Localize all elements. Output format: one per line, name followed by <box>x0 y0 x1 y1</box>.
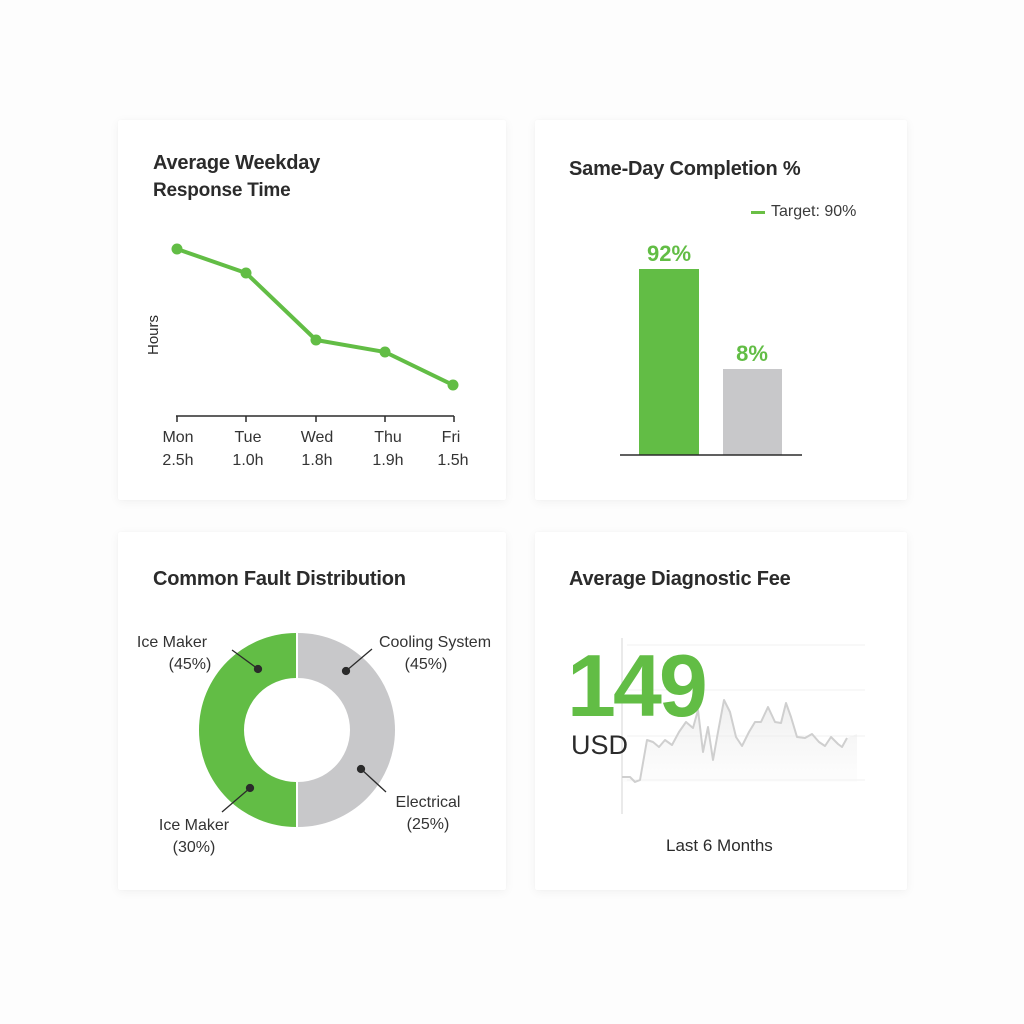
completion-card: Same-Day Completion % Target: 90% 92% 8% <box>535 120 907 500</box>
fee-title: Average Diagnostic Fee <box>569 568 791 590</box>
label-ice-maker-name: Ice Maker <box>137 634 208 651</box>
bar-label-completed: 92% <box>647 241 691 266</box>
legend-swatch <box>751 210 765 214</box>
tick-day: Thu <box>374 429 402 446</box>
bar-label-not-completed: 8% <box>736 341 768 366</box>
tick-value: 2.5h <box>162 452 193 469</box>
response-time-line-chart: Hours Mon Tue Wed Thu Fri 2.5h 1.0h 1.8h <box>145 243 469 469</box>
legend-label: Target: 90% <box>771 203 857 220</box>
label-cooling-name: Cooling System <box>379 634 491 651</box>
response-time-card: Average Weekday Response Time Hours Mon … <box>118 120 506 500</box>
faults-title: Common Fault Distribution <box>153 568 406 590</box>
donut-segment-ice-maker[interactable] <box>199 633 296 827</box>
title-line-2: Response Time <box>153 180 291 201</box>
bar-not-completed[interactable] <box>723 369 782 455</box>
tick-day: Wed <box>301 429 334 446</box>
tick-value: 1.5h <box>437 452 468 469</box>
completion-bar-chart: 92% 8% <box>620 241 802 456</box>
tick-day: Tue <box>235 429 262 446</box>
leader-lines <box>221 648 387 813</box>
label-ice-maker-pct: (45%) <box>169 656 212 673</box>
response-time-title: Average Weekday Response Time <box>153 150 320 204</box>
y-axis-label: Hours <box>145 315 162 355</box>
point-wed[interactable] <box>310 334 322 346</box>
fee-caption: Last 6 Months <box>666 836 773 855</box>
tick-value: 1.8h <box>301 452 332 469</box>
fault-donut-chart: Ice Maker (45%) Cooling System (45%) Ice… <box>137 633 491 856</box>
label-ice-maker-2-pct: (30%) <box>173 839 216 856</box>
x-axis-ticks <box>176 416 455 422</box>
tick-value: 1.9h <box>372 452 403 469</box>
sparkline-line <box>622 699 848 783</box>
label-cooling-pct: (45%) <box>405 656 448 673</box>
label-electrical-name: Electrical <box>396 794 461 811</box>
point-mon[interactable] <box>171 243 183 255</box>
sparkline-area <box>622 700 857 782</box>
completion-title: Same-Day Completion % <box>569 158 801 180</box>
diagnostic-fee-card: Average Diagnostic Fee 149 USD Last 6 Mo… <box>535 532 907 890</box>
point-tue[interactable] <box>240 267 252 279</box>
target-legend: Target: 90% <box>751 203 856 221</box>
response-time-line <box>175 247 455 387</box>
fee-value: 149 <box>567 636 708 735</box>
label-ice-maker-2-name: Ice Maker <box>159 817 230 834</box>
fee-sparkline <box>621 638 865 814</box>
x-tick-labels: Mon Tue Wed Thu Fri 2.5h 1.0h 1.8h 1.9h … <box>162 429 468 469</box>
point-fri[interactable] <box>447 379 459 391</box>
tick-day: Mon <box>162 429 193 446</box>
point-thu[interactable] <box>379 346 391 358</box>
tick-value: 1.0h <box>232 452 263 469</box>
bar-completed[interactable] <box>639 269 699 455</box>
fee-unit: USD <box>571 730 629 760</box>
fault-distribution-card: Common Fault Distribution Ice Maker (45%… <box>118 532 506 890</box>
donut-labels: Ice Maker (45%) Cooling System (45%) Ice… <box>137 634 491 856</box>
data-points <box>171 243 459 391</box>
label-electrical-pct: (25%) <box>407 816 450 833</box>
title-line-1: Average Weekday <box>153 152 321 174</box>
tick-day: Fri <box>442 429 461 446</box>
donut-segment-cooling-electrical[interactable] <box>298 633 395 827</box>
